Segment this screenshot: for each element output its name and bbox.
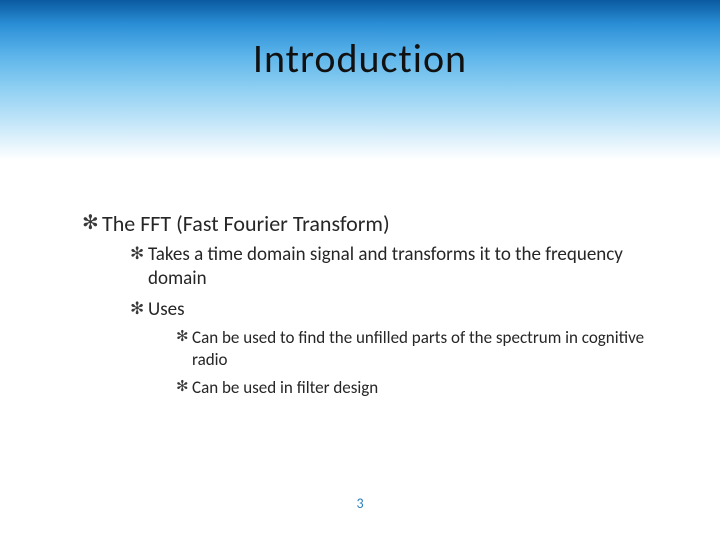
bullet-icon: ✻: [130, 243, 148, 266]
page-number: 3: [0, 495, 720, 512]
slide-body: ✻ The FFT (Fast Fourier Transform) ✻ Tak…: [82, 210, 652, 417]
list-item-text: Can be used in filter design: [192, 377, 378, 398]
list-item: ✻ Uses ✻ Can be used to find the unfille…: [130, 298, 652, 405]
list-item: ✻ Can be used in filter design: [176, 377, 652, 399]
list-item-text: Uses: [148, 298, 185, 321]
list-item: ✻ Can be used to find the unfilled parts…: [176, 327, 652, 371]
slide-title: Introduction: [0, 34, 720, 83]
bullet-icon: ✻: [130, 298, 148, 321]
list-item-text: The FFT (Fast Fourier Transform): [102, 210, 390, 237]
list-item: ✻ The FFT (Fast Fourier Transform) ✻ Tak…: [82, 210, 652, 411]
bullet-icon: ✻: [176, 377, 192, 398]
list-item-text: Can be used to find the unfilled parts o…: [192, 327, 644, 370]
list-item-text: Takes a time domain signal and transform…: [148, 243, 623, 291]
list-item: ✻ Takes a time domain signal and transfo…: [130, 243, 652, 292]
bullet-icon: ✻: [176, 327, 192, 348]
bullet-icon: ✻: [82, 210, 102, 237]
